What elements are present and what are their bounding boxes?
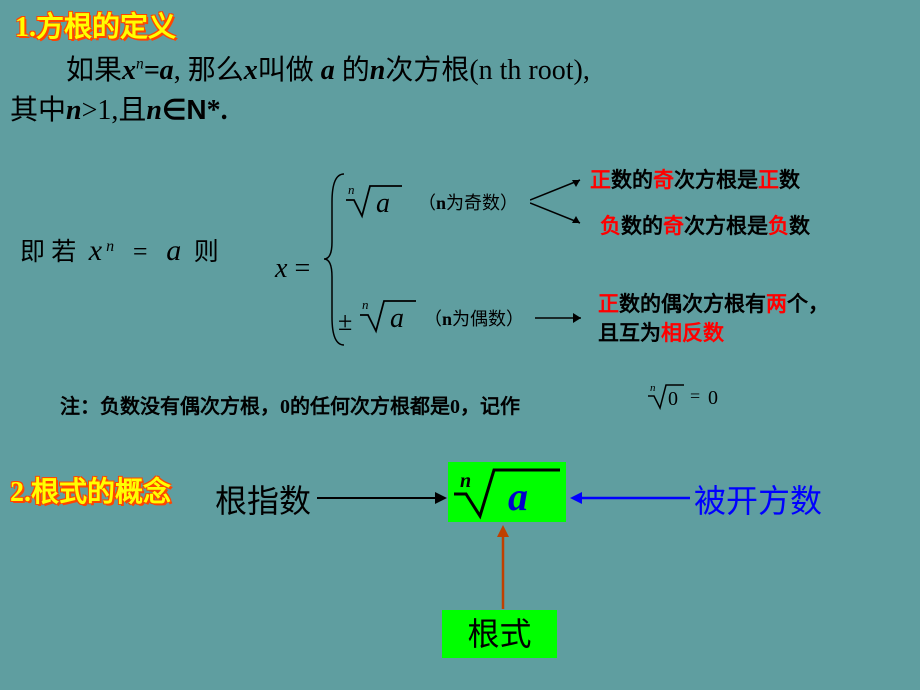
odd-p1: （: [418, 193, 436, 213]
definition-block: 如果xn=a, 那么x叫做 a 的n次方根(n th root), 其中n>1,…: [10, 48, 910, 128]
on1: 负: [600, 214, 621, 238]
arrow-index: [317, 490, 447, 506]
ev-p1: （: [424, 309, 442, 329]
odd-n: n: [436, 193, 446, 213]
jiruo: 即 若: [20, 239, 76, 266]
op6: 数: [779, 168, 800, 192]
arrow-odd-down: [530, 198, 590, 228]
ep3: 两: [766, 292, 787, 316]
arrow-radicand: [570, 490, 690, 506]
svg-text:a: a: [390, 303, 404, 334]
note-pre: 注：负数没有偶次方根，: [60, 396, 280, 418]
radical-label: 根式: [467, 616, 531, 652]
svg-text:n: n: [362, 297, 369, 312]
on4: 次方根是: [684, 214, 768, 238]
def-l2-pre: 其中: [10, 95, 66, 126]
radical-box: n a: [448, 462, 566, 522]
even-positive-text: 正数的偶次方根有两个， 且互为相反数: [598, 290, 829, 349]
note-post: ，记作: [460, 396, 520, 418]
odd-positive-text: 正数的奇次方根是正数: [590, 164, 800, 194]
ev-p2: 为偶数）: [452, 309, 524, 329]
svg-text:n: n: [348, 182, 355, 197]
ep2: 数的偶次方根有: [619, 292, 766, 316]
op3: 奇: [653, 168, 674, 192]
arrow-radical: [495, 525, 511, 609]
odd-p2: 为奇数）: [446, 193, 518, 213]
equation-x-equals: x =: [275, 253, 310, 285]
def-l1-mid2: 叫做: [258, 55, 321, 86]
ze: 则: [194, 239, 219, 266]
note-mid: 的任何次方根都是: [290, 396, 450, 418]
ep4: 个，: [787, 292, 829, 316]
note-z2: 0: [450, 396, 460, 418]
def-l1-pre: 如果: [66, 55, 122, 86]
op1: 正: [590, 168, 611, 192]
def-nset: N: [186, 94, 206, 125]
op5: 正: [758, 168, 779, 192]
on2: 数的: [621, 214, 663, 238]
radicand-label: 被开方数: [694, 476, 822, 522]
root-even: n a: [358, 295, 418, 335]
svg-text:0: 0: [668, 388, 678, 410]
def-l2-mid: >1,且: [82, 95, 147, 126]
def-end: *.: [207, 95, 228, 126]
odd-label: （n为奇数）: [418, 189, 518, 215]
section-2-title: 2.根式的概念: [10, 470, 171, 510]
even-label: （n为偶数）: [424, 305, 524, 331]
def-elem-sym: ∈: [162, 94, 186, 125]
note-text: 注：负数没有偶次方根，0的任何次方根都是0，记作: [60, 390, 520, 419]
svg-text:a: a: [376, 188, 390, 219]
odd-negative-text: 负数的奇次方根是负数: [600, 210, 810, 240]
index-label: 根指数: [215, 476, 311, 522]
arrow-even: [535, 310, 590, 326]
svg-text:n: n: [460, 470, 471, 492]
ev-n: n: [442, 309, 452, 329]
root-odd: n a: [344, 180, 404, 220]
root-zero: n 0 = 0: [648, 380, 738, 412]
radical-label-box: 根式: [442, 610, 557, 658]
def-l1-mid3: 的: [335, 55, 370, 86]
svg-text:n: n: [650, 382, 656, 394]
equation-left: 即 若 xn = a 则: [20, 232, 219, 268]
ep5: 且互为: [598, 321, 661, 345]
ep6: 相反数: [661, 321, 724, 345]
op4: 次方根是: [674, 168, 758, 192]
note-z1: 0: [280, 396, 290, 418]
section-1-title: 1.方根的定义: [15, 5, 176, 45]
svg-text:0: 0: [708, 387, 718, 409]
on5: 负: [768, 214, 789, 238]
svg-text:=: =: [690, 386, 700, 406]
def-l1-post: 次方根(n th root),: [385, 55, 590, 86]
svg-text:a: a: [508, 474, 528, 519]
ep1: 正: [598, 292, 619, 316]
plusminus: ±: [338, 307, 352, 337]
op2: 数的: [611, 168, 653, 192]
def-l1-mid: , 那么: [174, 55, 244, 86]
on6: 数: [789, 214, 810, 238]
on3: 奇: [663, 214, 684, 238]
